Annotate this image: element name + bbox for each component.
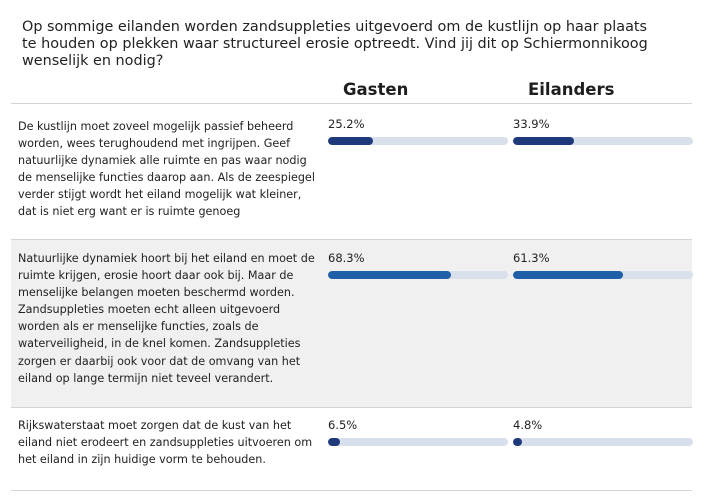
eilanders-bar-track <box>513 137 693 145</box>
gasten-percentage-label: 25.2% <box>328 117 365 131</box>
row-statement: Natuurlijke dynamiek hoort bij het eilan… <box>18 252 315 385</box>
gasten-bar-track <box>328 271 508 279</box>
eilanders-bar-fill <box>513 137 575 145</box>
table-row: Natuurlijke dynamiek hoort bij het eilan… <box>11 239 693 408</box>
gasten-percentage-label: 6.5% <box>328 418 358 432</box>
eilanders-bar-track <box>513 271 693 279</box>
eilanders-percentage-label: 61.3% <box>513 251 550 265</box>
gasten-cell: 6.5% <box>328 418 508 446</box>
gasten-cell: 68.3% <box>328 251 508 279</box>
eilanders-cell: 33.9% <box>513 117 693 145</box>
eilanders-bar-fill <box>513 438 522 446</box>
table-row: De kustlijn moet zoveel mogelijk passief… <box>11 103 693 240</box>
eilanders-percentage-label: 33.9% <box>513 117 550 131</box>
gasten-bar-fill <box>328 438 340 446</box>
eilanders-cell: 4.8% <box>513 418 693 446</box>
gasten-cell: 25.2% <box>328 117 508 145</box>
column-header-eilanders: Eilanders <box>528 80 615 99</box>
gasten-bar-track <box>328 438 508 446</box>
eilanders-percentage-label: 4.8% <box>513 418 543 432</box>
gasten-bar-fill <box>328 271 451 279</box>
eilanders-cell: 61.3% <box>513 251 693 279</box>
row-statement: De kustlijn moet zoveel mogelijk passief… <box>18 120 315 219</box>
gasten-bar-track <box>328 137 508 145</box>
eilanders-bar-fill <box>513 271 624 279</box>
gasten-bar-fill <box>328 137 374 145</box>
table-row: Rijkswaterstaat moet zorgen dat de kust … <box>11 407 693 491</box>
bottom-divider <box>11 490 692 491</box>
row-statement: Rijkswaterstaat moet zorgen dat de kust … <box>18 419 313 467</box>
question-title: Op sommige eilanden worden zandsuppletie… <box>22 19 648 69</box>
column-header-gasten: Gasten <box>343 80 409 99</box>
gasten-percentage-label: 68.3% <box>328 251 365 265</box>
eilanders-bar-track <box>513 438 693 446</box>
